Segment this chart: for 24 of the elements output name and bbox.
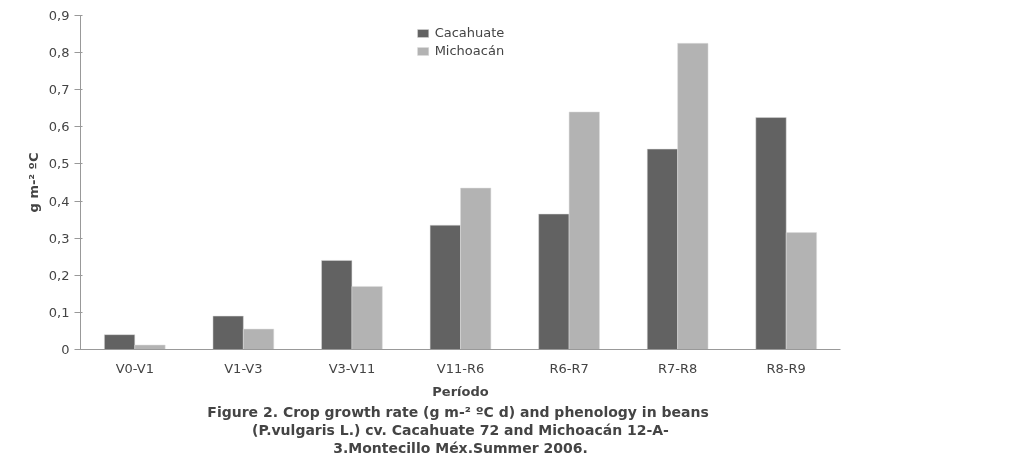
- y-tick-label: 0,3: [48, 230, 70, 246]
- y-tick-label: 0,6: [48, 119, 70, 135]
- x-axis-title: Período: [432, 383, 489, 399]
- y-tick-label: 0,9: [48, 8, 70, 23]
- x-tick-label: V11-R6: [436, 360, 485, 376]
- x-tick-label: V3-V11: [328, 360, 376, 376]
- x-tick-label: V0-V1: [115, 360, 154, 376]
- y-tick-label: 0,2: [48, 267, 70, 283]
- text: (P.vulgaris L.) cv. Cacahuate 72 and Michoacán 12-A-: [252, 421, 670, 438]
- x-tick-label: V1-V3: [224, 360, 263, 376]
- legend-label: Cacahuate: [434, 25, 505, 40]
- text: 3.Montecillo Méx.Summer 2006.: [333, 439, 588, 456]
- y-axis-title: g m-² ºC: [25, 152, 41, 213]
- y-tick-label: 0,1: [48, 304, 70, 320]
- x-tick-label: R6-R7: [549, 360, 589, 376]
- y-tick-label: 0,4: [48, 193, 70, 209]
- y-tick-label: 0: [61, 342, 70, 357]
- y-tick-label: 0,5: [48, 156, 70, 172]
- caption: Figure 2. Crop growth rate (g m-² ºC d) and phenology in beans: [207, 403, 709, 420]
- y-tick-label: 0,8: [48, 45, 70, 61]
- legend-label: Michoacán: [434, 43, 505, 58]
- x-tick-label: R7-R8: [657, 360, 698, 376]
- y-tick-label: 0,7: [48, 82, 70, 98]
- x-tick-label: R8-R9: [766, 360, 806, 376]
